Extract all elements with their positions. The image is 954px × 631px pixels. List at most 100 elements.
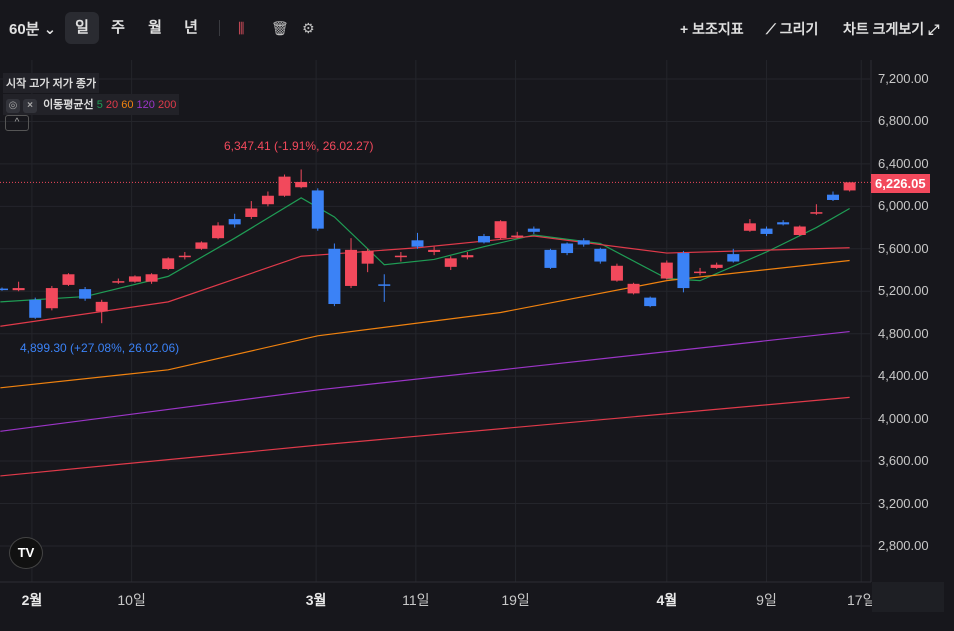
candle-body [62,274,75,285]
time-tick: 17일 [847,592,876,608]
trash-icon[interactable]: 🗑 [271,20,289,36]
ma5-label: 5 [96,99,103,111]
price-tick: 4,400.00 [878,368,929,384]
candle-body [345,249,358,286]
pen-icon: ⟋ [766,21,776,37]
draw-label: 그리기 [779,21,819,37]
ma120-line [0,330,850,432]
price-tick: 2,800.00 [878,537,929,553]
candle-body [29,299,42,318]
candle-body [444,258,457,267]
candle-body [394,255,407,258]
ma60-line [0,259,850,389]
candle-body [793,226,806,236]
collapse-legend-button[interactable]: ^ [5,115,29,131]
ma20-label: 20 [105,99,119,111]
candle-body [660,262,673,279]
candle-body [743,223,756,231]
time-tick: 11일 [402,592,430,608]
candle-body [477,236,490,243]
axis-corner [872,582,944,612]
draw-button[interactable]: ⟋ 그리기 [766,19,818,39]
candle-body [178,255,191,258]
price-tick: 6,800.00 [878,113,929,129]
expand-icon: ⤢ [928,21,940,37]
candle-body [627,283,640,294]
close-icon[interactable]: × [23,99,37,113]
interval-label: 60분 [9,21,40,38]
tab-week[interactable]: 주 [111,19,125,36]
candle-body [228,219,241,225]
divider [219,20,220,36]
gear-icon[interactable]: ⚙ [302,20,315,36]
candle-body [610,265,623,281]
candle-body [245,208,258,217]
high-annotation: 6,347.41 (-1.91%, 26.02.27) [224,139,374,153]
fullscreen-label: 차트 크게보기 [843,21,925,37]
candle-body [777,222,790,225]
candle-body [12,288,25,291]
ma20-line [0,235,850,327]
price-tick: 7,200.00 [878,71,929,86]
candle-body [461,255,474,258]
candle-body [45,288,58,309]
candle-body [0,288,8,291]
fullscreen-button[interactable]: 차트 크게보기 ⤢ [843,19,939,39]
candle-type-icon[interactable]: ⫼ [238,20,245,36]
candle-body [261,195,274,205]
candle-body [727,254,740,262]
candle-body [378,284,391,286]
candle-body [810,212,823,214]
candle-body [79,289,92,299]
ma-legend: ◎ × 이동평균선 5 20 60 120 200 [3,94,180,115]
price-tick: 3,600.00 [878,453,929,469]
price-tick: 6,400.00 [878,155,929,171]
candle-body [827,194,839,200]
candle-body [544,249,557,268]
current-price-label: 6,226.05 [871,174,930,193]
tab-day[interactable]: 일 [65,12,99,44]
low-annotation: 4,899.30 (+27.08%, 26.02.06) [20,341,180,355]
candle-body [195,242,208,249]
price-tick: 5,200.00 [878,283,929,299]
ma200-label: 200 [157,99,177,111]
candle-body [494,221,507,239]
price-tick: 4,800.00 [878,325,929,341]
candle-body [95,301,108,312]
ohlc-legend: 시작 고가 저가 종가 [3,73,100,93]
candle-body [527,228,540,232]
candle-body [328,248,341,304]
time-tick: 2월 [21,592,43,608]
time-tick: 19일 [501,592,530,608]
candle-body [311,190,324,229]
candle-body [128,276,141,282]
candle-body [694,271,707,274]
price-tick: 3,200.00 [878,495,929,511]
time-tick: 4월 [656,592,678,608]
tab-year[interactable]: 년 [184,19,198,36]
hide-eye-icon[interactable]: ◎ [6,99,20,113]
candle-body [411,240,424,247]
tab-month[interactable]: 월 [148,19,162,36]
indicator-button[interactable]: + 보조지표 [680,21,744,37]
time-tick: 3월 [305,592,327,608]
candle-body [710,264,723,268]
candle-body [594,248,607,262]
candle-body [577,240,590,245]
time-tick: 9일 [756,592,777,608]
candle-body [162,258,175,269]
ma200-line [0,396,850,477]
candle-body [112,281,125,283]
tradingview-logo[interactable]: TV [9,537,43,569]
ma5-line [0,197,850,303]
candle-body [511,235,524,238]
price-tick: 4,000.00 [878,410,929,426]
candle-body [295,181,308,188]
candle-body [212,225,225,239]
candle-body [561,243,574,254]
interval-dropdown[interactable]: 60분 ⌄ [9,21,57,38]
candle-body [145,274,158,282]
candle-body [760,228,773,234]
ma60-label: 60 [121,99,134,111]
